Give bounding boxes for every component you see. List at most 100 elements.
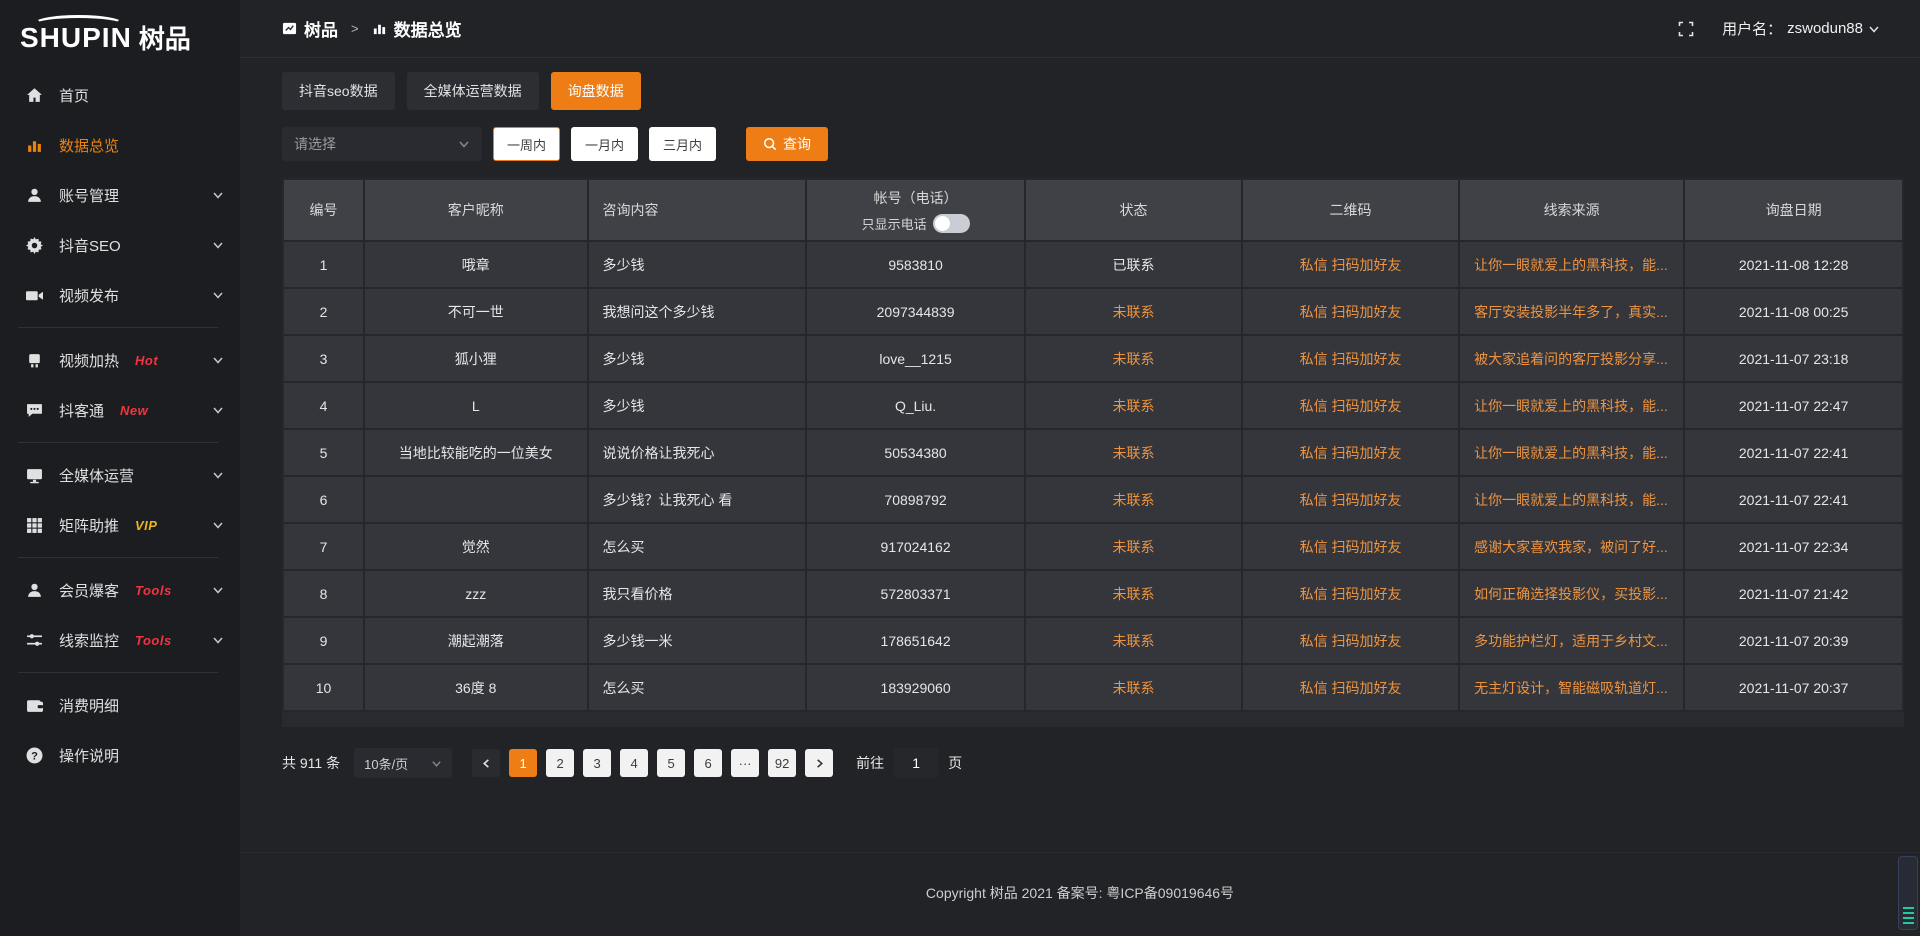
cell-content: 多少钱	[586, 240, 808, 289]
chevron-down-icon	[212, 289, 224, 301]
cell-source-link[interactable]: 无主灯设计，智能磁吸轨道灯...	[1458, 663, 1686, 712]
cell-source-link[interactable]: 如何正确选择投影仪，买投影...	[1458, 569, 1686, 618]
table-header-row: 编号 客户昵称 咨询内容 帐号（电话） 只显示电话 状态	[282, 178, 1904, 242]
sidebar-item-badge: Tools	[135, 582, 172, 598]
sidebar-item-heat[interactable]: 视频加热 Hot	[0, 335, 240, 385]
prev-page-button[interactable]	[472, 749, 501, 777]
sidebar-item-label: 抖客通	[59, 402, 105, 420]
search-button[interactable]: 查询	[746, 127, 829, 161]
chevron-right-icon	[816, 758, 823, 768]
tab-inquiry[interactable]: 询盘数据	[550, 72, 641, 110]
chevron-down-icon	[212, 189, 224, 201]
page-size-select[interactable]: 10条/页	[354, 748, 453, 778]
cell-content: 多少钱一米	[586, 616, 808, 665]
sidebar-item-monitor[interactable]: 全媒体运营	[0, 450, 240, 500]
breadcrumb-app-icon	[282, 21, 297, 36]
home-icon	[26, 87, 46, 104]
sidebar-item-chat[interactable]: 抖客通 New	[0, 385, 240, 435]
tab-media-ops[interactable]: 全媒体运营数据	[406, 72, 539, 110]
cell-qrcode-link[interactable]: 私信 扫码加好友	[1240, 287, 1461, 336]
sidebar-item-home[interactable]: 首页	[0, 70, 240, 120]
cell-qrcode-link[interactable]: 私信 扫码加好友	[1240, 381, 1461, 430]
sidebar-item-wallet[interactable]: 消费明细	[0, 680, 240, 730]
sidebar-item-user[interactable]: 账号管理	[0, 170, 240, 220]
phone-only-toggle[interactable]	[932, 213, 970, 233]
cell-date: 2021-11-07 23:18	[1683, 334, 1904, 383]
sidebar-item-badge: New	[120, 402, 149, 418]
sidebar-item-video-upload[interactable]: 视频发布	[0, 270, 240, 320]
user-dropdown[interactable]: 用户名： zswodun88	[1722, 18, 1880, 39]
sidebar-item-label: 数据总览	[59, 137, 120, 155]
toggle-knob	[934, 215, 950, 231]
cell-qrcode-link[interactable]: 私信 扫码加好友	[1240, 616, 1461, 665]
col-nickname: 客户昵称	[363, 178, 589, 242]
cell-status: 未联系	[1023, 428, 1244, 477]
cell-qrcode-link[interactable]: 私信 扫码加好友	[1240, 428, 1461, 477]
cell-date: 2021-11-08 12:28	[1683, 240, 1904, 289]
footer: Copyright 树品 2021 备案号: 粤ICP备09019646号	[240, 852, 1920, 936]
topbar-right: 用户名： zswodun88	[1678, 18, 1880, 39]
table-row: 3 狐小狸 多少钱 love__1215 未联系 私信 扫码加好友 被大家追着问的客厅投影分…	[282, 334, 1904, 383]
cell-nickname: zzz	[363, 569, 589, 618]
tab-douyin-seo[interactable]: 抖音seo数据	[282, 72, 395, 110]
fullscreen-icon[interactable]	[1678, 21, 1694, 37]
breadcrumb-root[interactable]: 树品	[304, 21, 338, 40]
next-page-button[interactable]	[805, 749, 834, 777]
inquiry-table: 编号 客户昵称 咨询内容 帐号（电话） 只显示电话 状态	[282, 178, 1904, 712]
cell-qrcode-link[interactable]: 私信 扫码加好友	[1240, 475, 1461, 524]
sidebar-item-label: 矩阵助推	[59, 517, 120, 535]
sidebar-item-member[interactable]: 会员爆客 Tools	[0, 565, 240, 615]
sidebar-item-label: 线索监控	[59, 632, 120, 650]
sidebar-item-label: 首页	[59, 87, 90, 105]
page-button-1[interactable]: 1	[509, 749, 538, 777]
cell-qrcode-link[interactable]: 私信 扫码加好友	[1240, 334, 1461, 383]
cell-qrcode-link[interactable]: 私信 扫码加好友	[1240, 240, 1461, 289]
page-ellipsis-button[interactable]: ···	[731, 749, 760, 777]
cell-content: 多少钱	[586, 334, 808, 383]
cell-no: 8	[282, 569, 365, 618]
page-button-6[interactable]: 6	[694, 749, 723, 777]
cell-date: 2021-11-07 22:34	[1683, 522, 1904, 571]
sidebar-item-grid[interactable]: 矩阵助推 VIP	[0, 500, 240, 550]
sidebar-divider	[18, 327, 218, 328]
sidebar-item-bar-chart[interactable]: 数据总览	[0, 120, 240, 170]
sidebar-item-label: 视频加热	[59, 352, 120, 370]
sidebar-item-question[interactable]: ? 操作说明	[0, 730, 240, 780]
wallet-icon	[26, 697, 46, 714]
page-button-92[interactable]: 92	[768, 749, 797, 777]
cell-account: Q_Liu.	[805, 381, 1026, 430]
cell-source-link[interactable]: 让你一眼就爱上的黑科技，能...	[1458, 381, 1686, 430]
page-button-4[interactable]: 4	[620, 749, 649, 777]
logo-en-text: SHUPIN	[20, 15, 132, 53]
page-button-2[interactable]: 2	[546, 749, 575, 777]
breadcrumb: 树品 > 数据总览	[282, 16, 462, 41]
page-button-3[interactable]: 3	[583, 749, 612, 777]
period-button-quarter[interactable]: 三月内	[649, 127, 717, 161]
cell-qrcode-link[interactable]: 私信 扫码加好友	[1240, 663, 1461, 712]
col-account: 帐号（电话） 只显示电话	[805, 178, 1026, 242]
sidebar-item-gear[interactable]: 抖音SEO	[0, 220, 240, 270]
goto-page-input[interactable]	[894, 748, 939, 778]
col-source: 线索来源	[1458, 178, 1686, 242]
logo-cn-text: 树品	[138, 24, 191, 54]
cell-date: 2021-11-07 22:41	[1683, 475, 1904, 524]
cell-no: 1	[282, 240, 365, 289]
cell-qrcode-link[interactable]: 私信 扫码加好友	[1240, 522, 1461, 571]
cell-source-link[interactable]: 让你一眼就爱上的黑科技，能...	[1458, 475, 1686, 524]
sidebar-item-sliders[interactable]: 线索监控 Tools	[0, 615, 240, 665]
period-button-month[interactable]: 一月内	[571, 127, 639, 161]
cell-date: 2021-11-08 00:25	[1683, 287, 1904, 336]
cell-source-link[interactable]: 多功能护栏灯，适用于乡村文...	[1458, 616, 1686, 665]
cell-source-link[interactable]: 被大家追着问的客厅投影分享...	[1458, 334, 1686, 383]
cell-account: 70898792	[805, 475, 1026, 524]
cell-source-link[interactable]: 让你一眼就爱上的黑科技，能...	[1458, 428, 1686, 477]
cell-source-link[interactable]: 让你一眼就爱上的黑科技，能...	[1458, 240, 1686, 289]
cell-source-link[interactable]: 客厅安装投影半年多了，真实...	[1458, 287, 1686, 336]
page-button-5[interactable]: 5	[657, 749, 686, 777]
cell-source-link[interactable]: 感谢大家喜欢我家，被问了好...	[1458, 522, 1686, 571]
cell-nickname: 觉然	[363, 522, 589, 571]
floating-widget[interactable]	[1898, 856, 1918, 930]
period-button-week[interactable]: 一周内	[493, 127, 561, 161]
filter-select[interactable]: 请选择	[282, 127, 482, 161]
cell-qrcode-link[interactable]: 私信 扫码加好友	[1240, 569, 1461, 618]
